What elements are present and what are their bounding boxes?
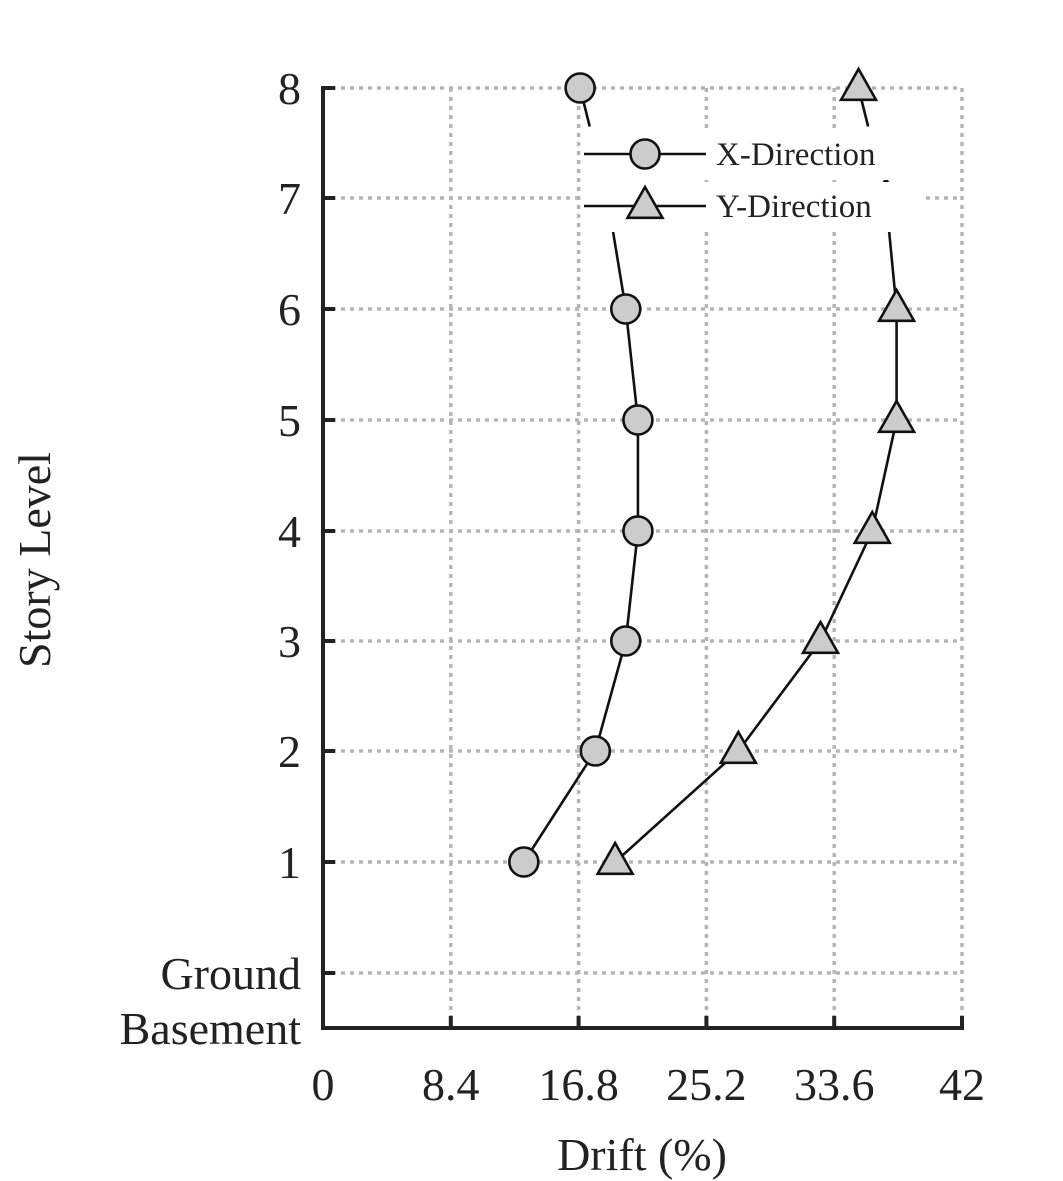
y-tick-label: 3 bbox=[278, 616, 301, 667]
x-direction-line-segment bbox=[624, 530, 640, 642]
y-tick-label: Basement bbox=[120, 1003, 302, 1054]
y-tick-label: 7 bbox=[278, 173, 301, 224]
legend-marker-x-direction bbox=[629, 138, 661, 170]
y-direction-point bbox=[876, 398, 917, 434]
legend-label-x-direction: X-Direction bbox=[716, 137, 875, 173]
x-tick-label: 33.6 bbox=[794, 1059, 875, 1110]
x-direction-line-segment bbox=[594, 640, 628, 752]
x-direction-point bbox=[579, 735, 612, 767]
legend: X-Direction Y-Direction bbox=[584, 130, 922, 232]
legend-label-y-direction: Y-Direction bbox=[716, 189, 872, 225]
x-direction-point bbox=[609, 293, 642, 325]
x-direction-line-segment bbox=[522, 750, 597, 863]
y-tick-label: Ground bbox=[160, 948, 301, 999]
y-direction-line-segment bbox=[737, 640, 822, 752]
y-direction-point bbox=[852, 509, 892, 545]
x-tick-label: 42 bbox=[939, 1059, 985, 1110]
y-direction-line-segment bbox=[819, 530, 874, 642]
y-tick-label: 6 bbox=[278, 284, 301, 335]
y-tick-label: 1 bbox=[278, 837, 301, 888]
y-direction-point bbox=[800, 619, 841, 655]
x-direction-line-segment bbox=[624, 308, 640, 421]
y-tick-label: 8 bbox=[278, 63, 301, 114]
x-tick-label: 0 bbox=[312, 1059, 335, 1110]
x-tick-label: 25.2 bbox=[666, 1059, 747, 1110]
y-tick-label: 2 bbox=[278, 726, 301, 777]
y-direction-point bbox=[595, 840, 635, 876]
grid bbox=[323, 86, 964, 1028]
x-direction-point bbox=[508, 846, 540, 878]
y-direction-point bbox=[876, 287, 917, 323]
axes bbox=[321, 86, 964, 1030]
x-tick-label: 16.8 bbox=[538, 1059, 619, 1110]
y-direction-point bbox=[718, 729, 759, 765]
x-direction-point bbox=[564, 72, 596, 104]
y-tick-label: 5 bbox=[278, 395, 301, 446]
x-axis-title: Drift (%) bbox=[557, 1129, 727, 1180]
legend-marker-y-direction bbox=[625, 184, 665, 220]
y-axis-title: Story Level bbox=[9, 452, 60, 668]
x-direction-point bbox=[622, 515, 654, 547]
y-direction-line-segment bbox=[614, 750, 740, 863]
y-direction-line-segment bbox=[870, 419, 898, 532]
x-direction-point bbox=[622, 404, 654, 436]
y-direction-point bbox=[838, 66, 879, 102]
y-tick-label: 4 bbox=[278, 506, 301, 557]
x-tick-label: 8.4 bbox=[422, 1059, 480, 1110]
x-direction-point bbox=[609, 625, 642, 657]
